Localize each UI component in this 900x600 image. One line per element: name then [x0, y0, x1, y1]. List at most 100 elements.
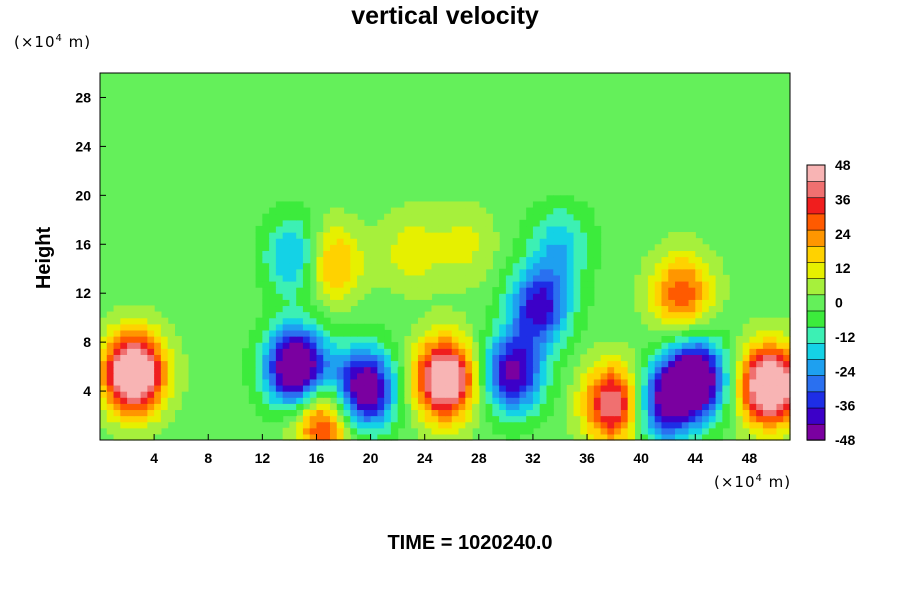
contour-cell [505, 348, 514, 355]
contour-cell [160, 336, 169, 343]
contour-cell [593, 348, 602, 355]
contour-cell [769, 323, 778, 331]
contour-cell [417, 391, 426, 398]
contour-cell [282, 274, 291, 282]
contour-cell [242, 372, 250, 380]
contour-cell [465, 250, 473, 258]
contour-cell [316, 280, 324, 288]
contour-cell [282, 348, 291, 355]
contour-cell [519, 317, 527, 325]
contour-cell [302, 323, 311, 331]
contour-cell [323, 391, 331, 398]
contour-cell [330, 299, 338, 307]
contour-cell [735, 360, 744, 368]
contour-cell [539, 409, 548, 417]
contour-cell [654, 274, 663, 282]
colorbar-tick-label: -12 [835, 329, 855, 345]
contour-cell [133, 427, 142, 435]
contour-cell [546, 342, 554, 349]
contour-cell [620, 348, 629, 355]
contour-cell [458, 372, 466, 380]
contour-cell [275, 219, 284, 227]
contour-cell [742, 391, 751, 398]
contour-cell [668, 384, 676, 392]
contour-cell [519, 397, 527, 404]
contour-cell [762, 336, 771, 343]
contour-cell [133, 342, 142, 349]
contour-cell [262, 372, 270, 380]
contour-cell [546, 238, 554, 245]
contour-cell [350, 348, 358, 355]
contour-cell [702, 317, 710, 325]
contour-cell [560, 232, 568, 239]
contour-cell [302, 207, 311, 215]
contour-cell [160, 323, 169, 331]
contour-cell [472, 409, 480, 417]
contour-cell [154, 391, 162, 398]
contour-cell [735, 366, 744, 374]
contour-cell [539, 415, 548, 423]
contour-cell [661, 280, 669, 288]
contour-cell [756, 397, 764, 404]
contour-cell [397, 391, 406, 398]
contour-cell [438, 262, 446, 270]
contour-cell [512, 305, 521, 313]
contour-cell [505, 336, 514, 343]
contour-cell [174, 366, 182, 374]
contour-cell [330, 287, 338, 294]
contour-cell [445, 378, 453, 386]
contour-cell [722, 397, 730, 404]
contour-cell [357, 225, 365, 233]
contour-cell [715, 427, 723, 435]
contour-cell [668, 256, 676, 264]
contour-cell [675, 274, 683, 282]
contour-cell [309, 409, 318, 417]
contour-cell [526, 293, 534, 300]
contour-cell [560, 201, 568, 209]
contour-cell [438, 268, 446, 276]
contour-cell [404, 256, 412, 264]
contour-cell [255, 372, 263, 380]
contour-cell [593, 397, 602, 404]
contour-cell [783, 409, 791, 417]
contour-cell [512, 287, 521, 294]
contour-cell [526, 268, 534, 276]
contour-cell [478, 268, 487, 276]
contour-cell [505, 384, 514, 392]
contour-cell [370, 421, 378, 429]
contour-cell [539, 317, 548, 325]
contour-cell [661, 421, 669, 429]
contour-cell [681, 256, 690, 264]
contour-cell [431, 274, 439, 282]
contour-cell [539, 354, 548, 362]
contour-cell [451, 409, 460, 417]
contour-cell [654, 360, 663, 368]
contour-cell [580, 225, 588, 233]
contour-cell [451, 244, 460, 251]
contour-cell [587, 397, 595, 404]
contour-cell [296, 225, 304, 233]
contour-cell [539, 372, 548, 380]
contour-cell [431, 427, 439, 435]
contour-cell [675, 250, 683, 258]
contour-cell [668, 391, 676, 398]
contour-cell [167, 415, 176, 423]
contour-cell [560, 336, 568, 343]
contour-cell [127, 329, 135, 337]
time-label: TIME = 1020240.0 [387, 532, 553, 554]
contour-cell [127, 378, 135, 386]
contour-cell [431, 378, 439, 386]
contour-cell [147, 421, 155, 429]
contour-cell [330, 391, 338, 398]
contour-cell [133, 329, 142, 337]
contour-cell [614, 360, 622, 368]
contour-cell [282, 293, 291, 300]
contour-cell [370, 238, 378, 245]
contour-cell [661, 415, 669, 423]
contour-cell [296, 323, 304, 331]
contour-cell [451, 238, 460, 245]
contour-cell [580, 409, 588, 417]
contour-cell [465, 225, 473, 233]
contour-cell [127, 372, 135, 380]
contour-cell [404, 391, 412, 398]
